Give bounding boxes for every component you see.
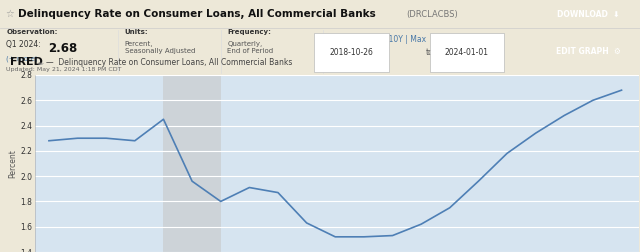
Text: to: to [426,48,433,57]
Y-axis label: Percent: Percent [9,149,18,178]
Text: Quarterly,
End of Period: Quarterly, End of Period [227,41,273,54]
Text: EDIT GRAPH  ⚙: EDIT GRAPH ⚙ [556,47,621,56]
Text: 2.68: 2.68 [48,42,77,55]
Text: ✏: ✏ [38,61,44,67]
Text: Units:: Units: [125,29,148,36]
Text: —  Delinquency Rate on Consumer Loans, All Commercial Banks: — Delinquency Rate on Consumer Loans, Al… [46,58,292,67]
Text: Delinquency Rate on Consumer Loans, All Commercial Banks: Delinquency Rate on Consumer Loans, All … [18,9,376,19]
Text: 2024-01-01: 2024-01-01 [445,48,489,57]
Text: Updated: May 21, 2024 1:18 PM CDT: Updated: May 21, 2024 1:18 PM CDT [6,67,122,72]
Text: Percent,
Seasonally Adjusted: Percent, Seasonally Adjusted [125,41,195,54]
Text: 2018-10-26: 2018-10-26 [330,48,374,57]
Text: DOWNLOAD  ⬇: DOWNLOAD ⬇ [557,10,620,18]
Text: (DRCLACBS): (DRCLACBS) [406,10,458,18]
Text: Q1 2024:: Q1 2024: [6,40,44,49]
Text: (+ more): (+ more) [6,55,38,62]
Text: ☆: ☆ [5,9,14,19]
Bar [163,75,221,252]
Text: Frequency:: Frequency: [227,29,271,36]
Text: Observation:: Observation: [6,29,58,36]
Text: 1Y | 5Y | 10Y | Max: 1Y | 5Y | 10Y | Max [355,35,426,44]
Text: FRED: FRED [10,57,43,67]
